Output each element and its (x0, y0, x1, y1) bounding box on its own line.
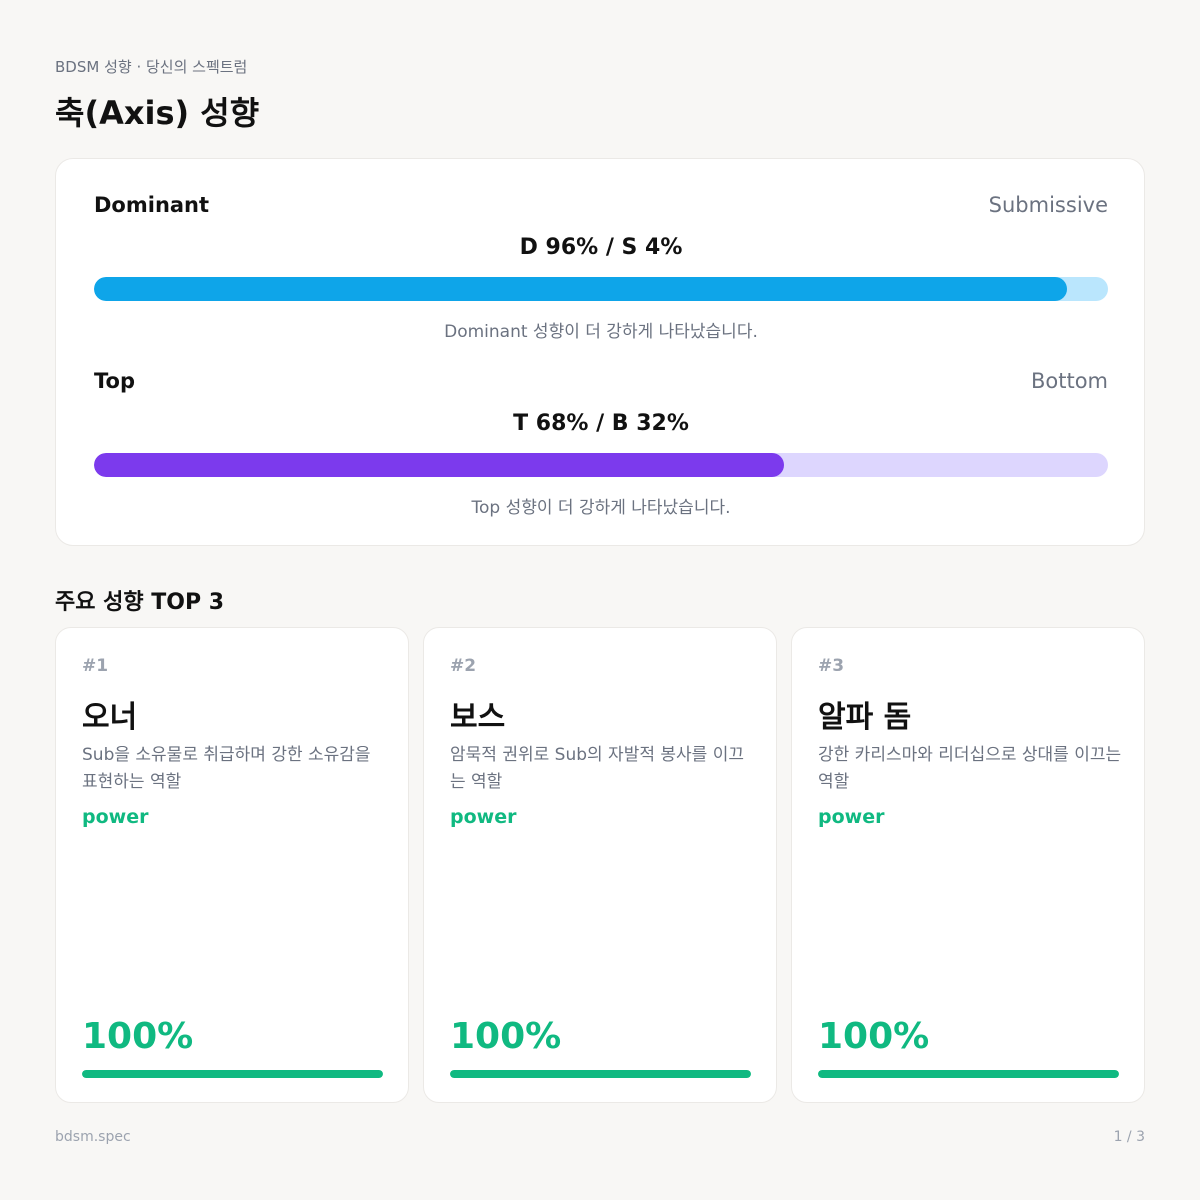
axis-progress-track (94, 277, 1108, 301)
page-indicator: 1 / 3 (1113, 1129, 1145, 1145)
trait-tag: power (818, 806, 885, 828)
trait-tag: power (82, 806, 149, 828)
trait-description: Sub을 소유물로 취급하며 강한 소유감을 표현하는 역할 (82, 745, 371, 792)
page-subtitle: BDSM 성향 · 당신의 스펙트럼 (55, 58, 248, 76)
trait-percent: 100% (818, 1016, 930, 1057)
axis-ratio: D 96% / S 4% (519, 235, 683, 260)
trait-percent: 100% (450, 1016, 562, 1057)
trait-rank: #1 (82, 656, 109, 676)
trait-progress-bar (450, 1070, 751, 1078)
axis-card: Dominant Submissive D 96% / S 4% Dominan… (55, 158, 1145, 546)
trait-description: 강한 카리스마와 리더십으로 상대를 이끄는 역할 (818, 745, 1122, 792)
trait-card: #3 알파 돔 강한 카리스마와 리더십으로 상대를 이끄는 역할 power … (791, 627, 1145, 1103)
axis-progress-track (94, 453, 1108, 477)
axis-note: Top 성향이 더 강하게 나타났습니다. (471, 498, 731, 518)
footer-brand: bdsm.spec (55, 1129, 131, 1145)
trait-progress-fill (450, 1070, 751, 1078)
axis-dominant-submissive: Dominant Submissive D 96% / S 4% Dominan… (94, 193, 1108, 353)
trait-name: 알파 돔 (818, 700, 912, 735)
trait-tag: power (450, 806, 517, 828)
trait-name: 오너 (82, 700, 138, 735)
axis-note: Dominant 성향이 더 강하게 나타났습니다. (444, 322, 758, 342)
trait-name: 보스 (450, 700, 506, 735)
trait-progress-bar (818, 1070, 1119, 1078)
axis-left-label: Dominant (94, 193, 210, 217)
trait-rank: #2 (450, 656, 477, 676)
axis-right-label: Submissive (988, 193, 1108, 217)
trait-progress-fill (82, 1070, 383, 1078)
trait-progress-fill (818, 1070, 1119, 1078)
trait-description: 암묵적 권위로 Sub의 자발적 봉사를 이끄는 역할 (450, 745, 744, 792)
axis-progress-fill (94, 277, 1068, 301)
axis-left-label: Top (94, 369, 135, 393)
trait-card: #2 보스 암묵적 권위로 Sub의 자발적 봉사를 이끄는 역할 power … (423, 627, 777, 1103)
axis-top-bottom: Top Bottom T 68% / B 32% Top 성향이 더 강하게 나… (94, 369, 1108, 529)
axis-ratio: T 68% / B 32% (513, 411, 689, 436)
trait-progress-bar (82, 1070, 383, 1078)
trait-percent: 100% (82, 1016, 194, 1057)
page-title: 축(Axis) 성향 (55, 94, 260, 132)
section-title-top3: 주요 성향 TOP 3 (55, 590, 225, 615)
trait-card: #1 오너 Sub을 소유물로 취급하며 강한 소유감을 표현하는 역할 pow… (55, 627, 409, 1103)
trait-rank: #3 (818, 656, 845, 676)
axis-progress-fill (94, 453, 784, 477)
axis-right-label: Bottom (1030, 369, 1108, 393)
